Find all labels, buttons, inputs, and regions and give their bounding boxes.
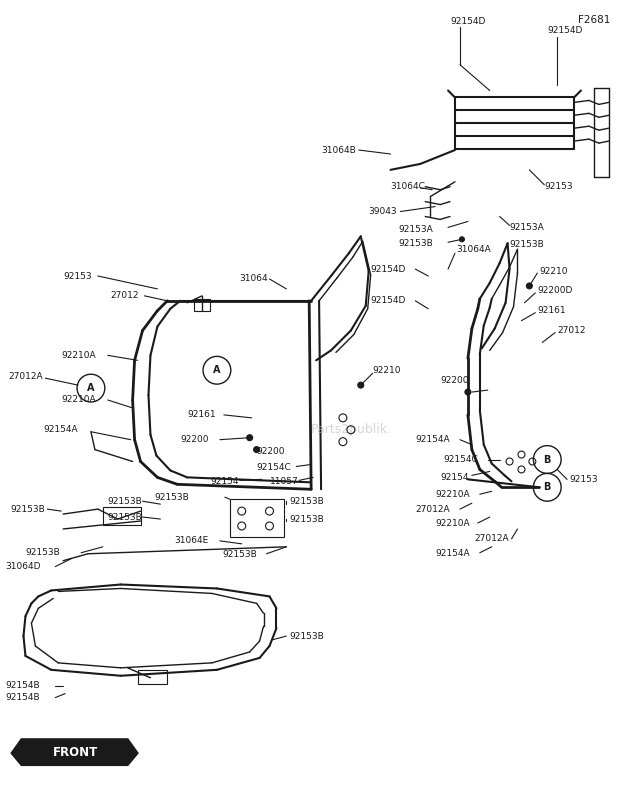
Text: 92154A: 92154A — [415, 435, 450, 444]
Text: F2681: F2681 — [578, 15, 611, 25]
Text: 92210: 92210 — [372, 366, 401, 374]
Text: B: B — [544, 454, 551, 465]
Text: 92161: 92161 — [187, 410, 216, 419]
Bar — [137, 670, 167, 684]
Text: 31064B: 31064B — [321, 146, 356, 154]
Circle shape — [527, 283, 532, 289]
Text: 92200D: 92200D — [537, 286, 572, 295]
Text: 92154B: 92154B — [6, 693, 40, 702]
Text: 92153B: 92153B — [222, 550, 256, 559]
Bar — [194, 299, 210, 310]
Text: 92153B: 92153B — [289, 631, 324, 641]
Text: 92153: 92153 — [544, 182, 573, 191]
Text: 92153A: 92153A — [510, 223, 544, 232]
Text: 92153B: 92153B — [398, 238, 433, 248]
Text: 92200: 92200 — [440, 376, 468, 385]
Circle shape — [358, 382, 364, 388]
Text: 92153: 92153 — [569, 475, 598, 484]
Text: 92210: 92210 — [539, 266, 568, 275]
Text: 92154D: 92154D — [371, 265, 406, 274]
Polygon shape — [11, 739, 137, 765]
Text: 92161: 92161 — [537, 306, 566, 315]
Text: 92153B: 92153B — [289, 497, 324, 506]
Text: 92153B: 92153B — [289, 514, 324, 523]
Text: 27012A: 27012A — [475, 534, 510, 543]
Text: 92154D: 92154D — [547, 26, 582, 35]
Text: 31064A: 31064A — [456, 245, 491, 254]
Text: 27012: 27012 — [111, 291, 139, 300]
Text: 11057: 11057 — [270, 477, 298, 486]
Text: 92153B: 92153B — [154, 493, 189, 502]
Text: 92154C: 92154C — [256, 463, 292, 472]
Text: 27012: 27012 — [557, 326, 586, 335]
Polygon shape — [11, 742, 26, 765]
Text: 31064C: 31064C — [391, 182, 425, 191]
Text: 27012A: 27012A — [9, 372, 43, 381]
Circle shape — [246, 434, 253, 441]
Bar — [230, 499, 285, 537]
Text: 92154: 92154 — [440, 473, 468, 482]
Text: 27012A: 27012A — [415, 505, 450, 514]
Text: 92154C: 92154C — [443, 455, 478, 464]
Circle shape — [460, 237, 465, 242]
Text: B: B — [544, 482, 551, 492]
Text: 92154A: 92154A — [435, 550, 470, 558]
Text: 92153B: 92153B — [510, 240, 544, 249]
Text: 92210A: 92210A — [61, 351, 96, 360]
Text: Parts2publik.: Parts2publik. — [310, 423, 391, 436]
Text: 92153B: 92153B — [108, 497, 142, 506]
Text: 92210A: 92210A — [435, 490, 470, 498]
Circle shape — [254, 446, 260, 453]
Circle shape — [465, 389, 471, 395]
Bar — [103, 507, 140, 525]
Text: 92153A: 92153A — [398, 225, 433, 234]
Text: 92200: 92200 — [180, 435, 209, 444]
Text: 31064: 31064 — [240, 274, 268, 283]
Text: 31064D: 31064D — [6, 562, 41, 571]
Text: 92154D: 92154D — [371, 296, 406, 306]
Text: 92153B: 92153B — [11, 505, 45, 514]
Text: A: A — [87, 383, 95, 393]
Text: 39043: 39043 — [369, 207, 398, 216]
Text: 92210A: 92210A — [435, 519, 470, 529]
Text: 92154B: 92154B — [6, 681, 40, 690]
Text: 92154A: 92154A — [43, 426, 78, 434]
Text: 92210A: 92210A — [61, 395, 96, 405]
Text: 92200: 92200 — [256, 447, 285, 456]
Text: FRONT: FRONT — [53, 746, 98, 758]
Text: 92154: 92154 — [210, 477, 238, 486]
Text: 92153B: 92153B — [108, 513, 142, 522]
Text: 31064E: 31064E — [174, 536, 209, 546]
Text: 92153: 92153 — [63, 271, 92, 281]
Text: 92153B: 92153B — [26, 548, 60, 558]
Text: 92154D: 92154D — [450, 17, 485, 26]
Text: A: A — [213, 366, 221, 375]
